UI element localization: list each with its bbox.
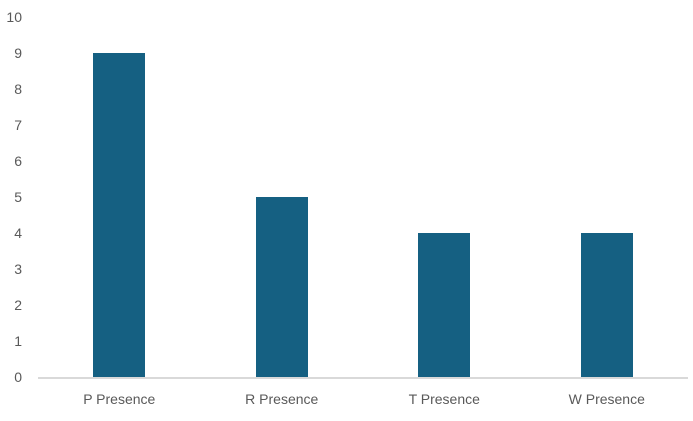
y-axis-tick-label: 4: [14, 225, 22, 241]
x-axis-category-label: R Presence: [245, 391, 319, 407]
y-axis-tick-label: 2: [14, 297, 22, 313]
y-axis-tick-label: 0: [14, 369, 22, 385]
y-axis-tick-label: 10: [6, 9, 22, 25]
y-axis-tick-label: 9: [14, 45, 22, 61]
x-axis-category-label: W Presence: [568, 391, 645, 407]
y-axis-tick-label: 5: [14, 189, 22, 205]
bar: [580, 233, 633, 377]
y-axis-tick-label: 1: [14, 333, 22, 349]
y-axis-tick-label: 6: [14, 153, 22, 169]
x-axis-category-label: T Presence: [408, 391, 480, 407]
bar: [418, 233, 471, 377]
y-axis-tick-label: 3: [14, 261, 22, 277]
bar: [93, 53, 146, 377]
x-axis-line: [38, 377, 688, 379]
y-axis-tick-label: 8: [14, 81, 22, 97]
bar: [255, 197, 308, 377]
x-axis-category-label: P Presence: [83, 391, 156, 407]
y-axis-tick-label: 7: [14, 117, 22, 133]
